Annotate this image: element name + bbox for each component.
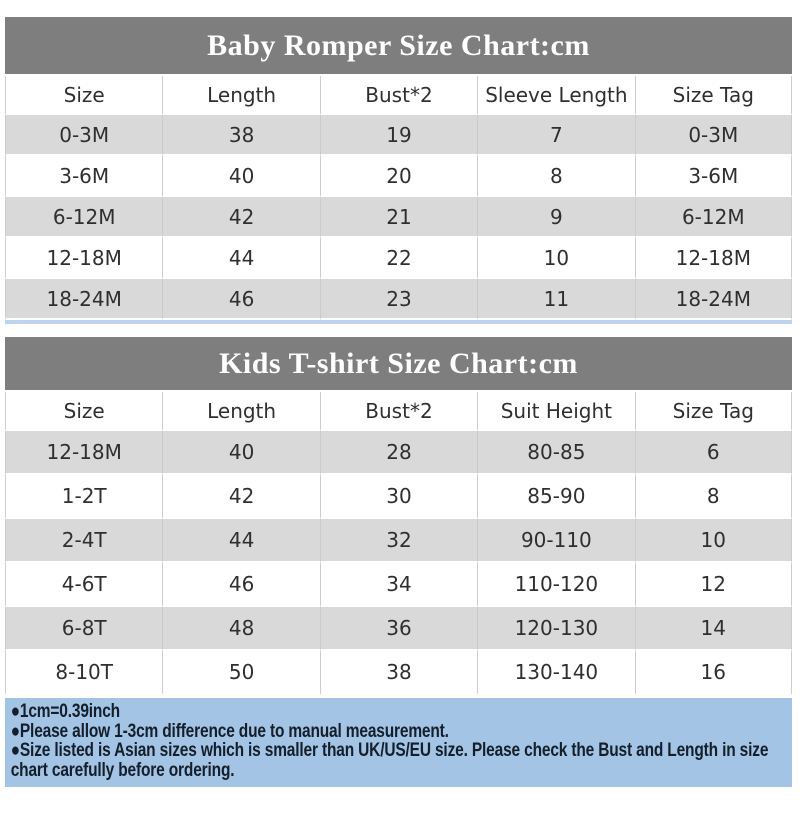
table-cell: 48 [162, 607, 320, 651]
footer-note: ●Please allow 1-3cm difference due to ma… [10, 720, 449, 742]
column-header: Size [5, 76, 163, 115]
table-cell: 14 [634, 607, 792, 651]
header-row: Size Length Bust*2 Suit Height Size Tag [5, 392, 792, 431]
table-row: 0-3M 38 19 7 0-3M [5, 115, 792, 156]
table-cell: 0-3M [5, 115, 163, 156]
kids-tshirt-title-band: Kids T-shirt Size Chart:cm [5, 337, 792, 390]
table-cell: 40 [162, 431, 320, 475]
table-cell: 12-18M [5, 238, 163, 279]
column-header: Size Tag [634, 76, 792, 115]
footer-note: ●Size listed is Asian sizes which is sma… [10, 740, 769, 781]
table-row: 1-2T 42 30 85-90 8 [5, 475, 792, 519]
table-cell: 6-8T [5, 607, 163, 651]
table-cell: 4-6T [5, 563, 163, 607]
table-cell: 44 [162, 238, 320, 279]
footer-note: ●1cm=0.39inch [10, 701, 120, 722]
table-row: 6-12M 42 21 9 6-12M [5, 197, 792, 238]
table-row: 6-8T 48 36 120-130 14 [5, 607, 792, 651]
table-cell: 3-6M [634, 156, 792, 197]
column-header: Size [5, 392, 163, 431]
table-cell: 18-24M [634, 279, 792, 320]
table-cell: 6-12M [5, 197, 163, 238]
table-cell: 46 [162, 563, 320, 607]
size-chart-sheet: Baby Romper Size Chart:cm Size Length Bust… [5, 17, 792, 787]
table-row: 2-4T 44 32 90-110 10 [5, 519, 792, 563]
table-cell: 38 [162, 115, 320, 156]
column-header: Length [162, 392, 320, 431]
table-cell: 6 [634, 431, 792, 475]
table-row: 12-18M 44 22 10 12-18M [5, 238, 792, 279]
table-cell: 10 [477, 238, 635, 279]
baby-romper-section: Baby Romper Size Chart:cm Size Length Bust… [5, 17, 792, 324]
column-header: Bust*2 [319, 76, 478, 115]
kids-tshirt-size-table: Size Length Bust*2 Suit Height Size Tag 12-18… [5, 392, 792, 695]
kids-tshirt-section: Kids T-shirt Size Chart:cm Size Length Bus… [5, 337, 792, 695]
table-cell: 12-18M [634, 238, 792, 279]
table-cell: 42 [162, 197, 320, 238]
table-cell: 36 [319, 607, 478, 651]
table-row: 8-10T 50 38 130-140 16 [5, 651, 792, 695]
table-cell: 46 [162, 279, 320, 320]
table-cell: 8-10T [5, 651, 163, 695]
table-cell: 8 [634, 475, 792, 519]
table-underline [5, 320, 792, 324]
table-cell: 18-24M [5, 279, 163, 320]
table-cell: 42 [162, 475, 320, 519]
table-cell: 11 [477, 279, 635, 320]
column-header: Length [162, 76, 320, 115]
table-cell: 120-130 [477, 607, 635, 651]
table-cell: 9 [477, 197, 635, 238]
table-cell: 40 [162, 156, 320, 197]
table-cell: 10 [634, 519, 792, 563]
column-header: Bust*2 [319, 392, 478, 431]
table-row: 3-6M 40 20 8 3-6M [5, 156, 792, 197]
table-cell: 7 [477, 115, 635, 156]
table-cell: 12 [634, 563, 792, 607]
notes-list: ●1cm=0.39inch ●Please allow 1-3cm differe… [5, 702, 792, 780]
header-row: Size Length Bust*2 Sleeve Length Size Tag [5, 76, 792, 115]
table-cell: 85-90 [477, 475, 635, 519]
table-cell: 50 [162, 651, 320, 695]
table-cell: 38 [319, 651, 478, 695]
table-cell: 2-4T [5, 519, 163, 563]
table-cell: 16 [634, 651, 792, 695]
table-cell: 0-3M [634, 115, 792, 156]
baby-romper-title-band: Baby Romper Size Chart:cm [5, 17, 792, 74]
table-cell: 19 [319, 115, 478, 156]
table-cell: 1-2T [5, 475, 163, 519]
column-header: Suit Height [477, 392, 635, 431]
table-cell: 12-18M [5, 431, 163, 475]
table-cell: 90-110 [477, 519, 635, 563]
table-row: 12-18M 40 28 80-85 6 [5, 431, 792, 475]
table-cell: 23 [319, 279, 478, 320]
table-cell: 28 [319, 431, 478, 475]
column-header: Size Tag [634, 392, 792, 431]
table-cell: 44 [162, 519, 320, 563]
table-cell: 80-85 [477, 431, 635, 475]
table-row: 18-24M 46 23 11 18-24M [5, 279, 792, 320]
table-cell: 6-12M [634, 197, 792, 238]
table-cell: 21 [319, 197, 478, 238]
table-cell: 110-120 [477, 563, 635, 607]
table-cell: 20 [319, 156, 478, 197]
table-cell: 32 [319, 519, 478, 563]
table-row: 4-6T 46 34 110-120 12 [5, 563, 792, 607]
baby-romper-size-table: Size Length Bust*2 Sleeve Length Size Tag 0-3… [5, 76, 792, 320]
table-cell: 8 [477, 156, 635, 197]
table-cell: 22 [319, 238, 478, 279]
measurement-notes-footer: ●1cm=0.39inch ●Please allow 1-3cm differe… [5, 698, 792, 787]
table-cell: 3-6M [5, 156, 163, 197]
table-cell: 130-140 [477, 651, 635, 695]
table-cell: 30 [319, 475, 478, 519]
column-header: Sleeve Length [477, 76, 635, 115]
table-cell: 34 [319, 563, 478, 607]
